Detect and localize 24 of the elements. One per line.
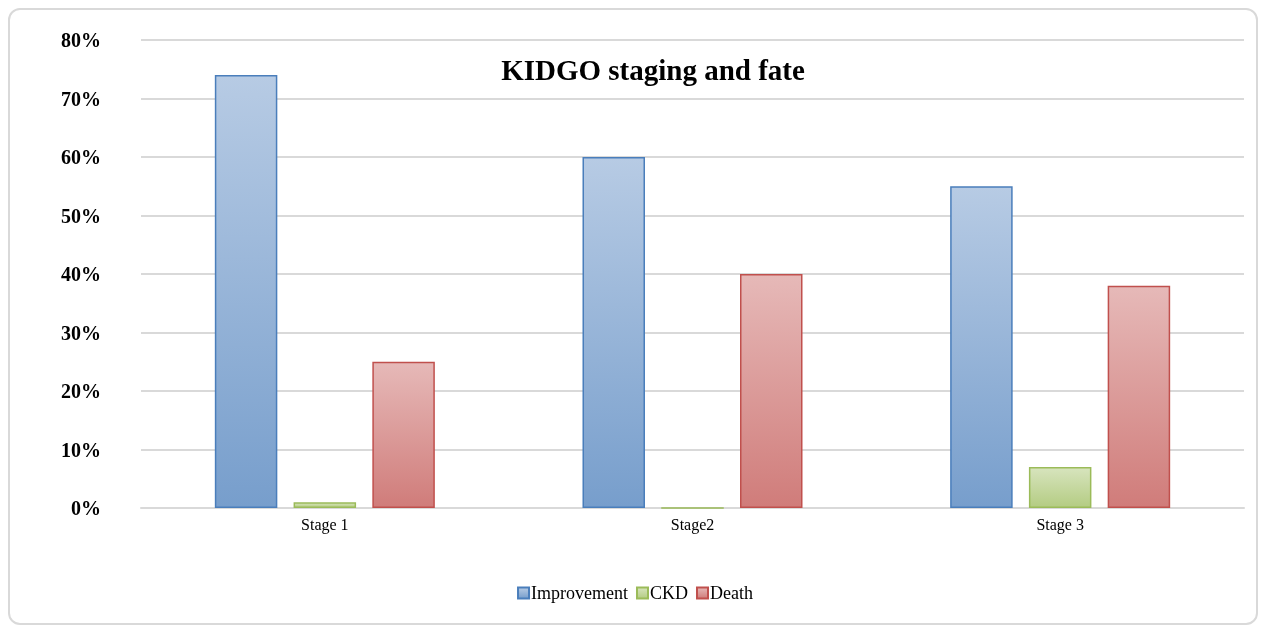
legend-label: Improvement [531, 583, 629, 603]
y-tick-label: 10% [61, 438, 101, 461]
y-tick-label: 0% [71, 497, 101, 519]
y-tick-label: 30% [61, 321, 101, 344]
y-tick-label: 50% [61, 204, 101, 227]
bar [950, 186, 1013, 508]
y-tick-label: 80% [61, 29, 101, 51]
x-tick-label: Stage 1 [301, 515, 349, 534]
y-tick-label: 20% [61, 380, 101, 402]
y-tick-label: 70% [61, 87, 101, 110]
bar [582, 157, 645, 508]
bar [740, 274, 803, 508]
bar [214, 75, 278, 508]
x-tick-label: Stage2 [670, 515, 715, 534]
legend-label: Death [710, 583, 753, 603]
y-tick-label: 40% [61, 263, 101, 285]
y-tick-label: 60% [61, 146, 101, 168]
bar [1107, 285, 1171, 508]
x-tick-label: Stage 3 [1036, 515, 1084, 534]
bar [1028, 467, 1092, 508]
legend-label: CKD [649, 583, 689, 603]
text: KIDGO staging and fate [501, 53, 805, 86]
bar [372, 361, 435, 508]
bar [293, 502, 357, 508]
